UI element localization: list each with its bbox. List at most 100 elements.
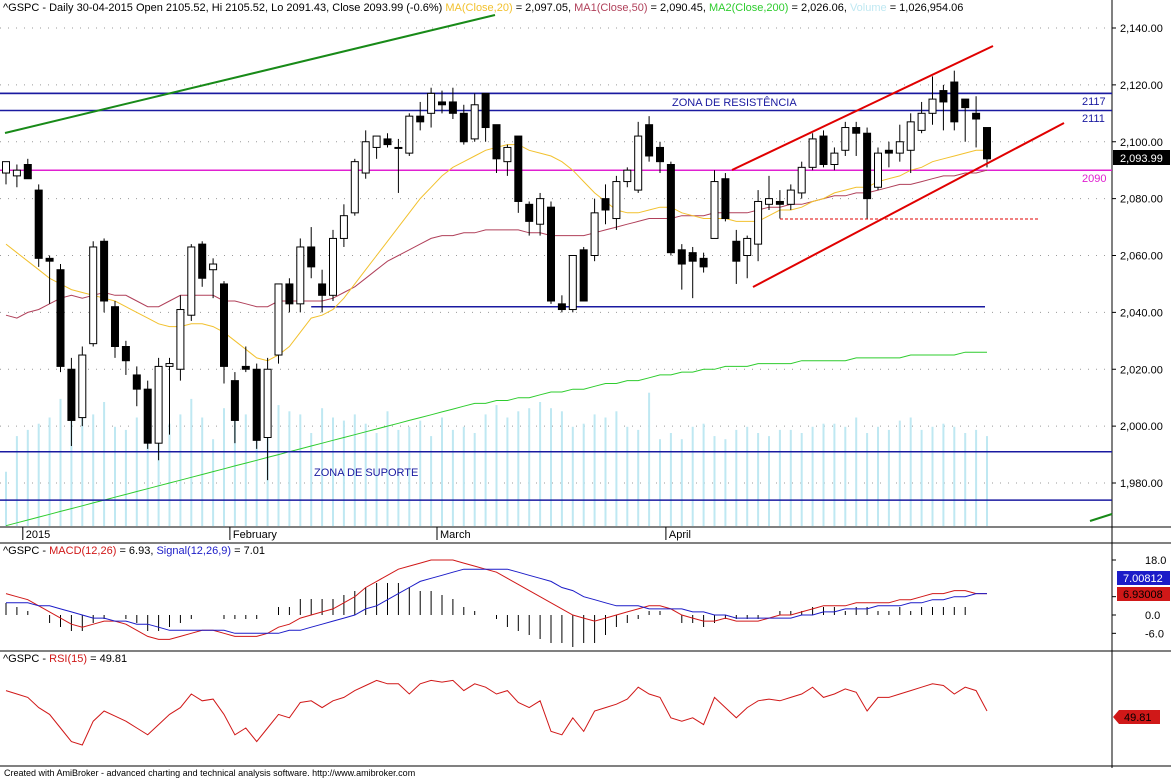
- volume-bar: [877, 426, 879, 526]
- volume-bar: [637, 429, 640, 526]
- candle-body: [405, 115, 414, 154]
- candle-body: [111, 306, 119, 347]
- signal-value-box: [1117, 571, 1170, 585]
- volume-bar: [441, 417, 443, 526]
- candle-body: [917, 112, 926, 131]
- resistance-zone-label: ZONA DE RESISTÊNCIA: [672, 96, 797, 109]
- level-label-2117: 2117: [1082, 96, 1106, 108]
- candle-body: [318, 283, 327, 296]
- volume-bar: [582, 423, 585, 526]
- volume-bar: [866, 433, 869, 526]
- ma200-line: [5, 351, 987, 527]
- candle-body: [132, 374, 141, 390]
- macd-legend-value: = 6.93,: [119, 545, 154, 557]
- candle-body: [176, 309, 185, 370]
- x-tick-label: March: [440, 529, 471, 541]
- volume-bar: [124, 429, 127, 526]
- x-tick-label: February: [233, 529, 278, 541]
- rsi-pane: [5, 679, 988, 746]
- candle-body: [819, 135, 828, 165]
- volume-bar: [375, 433, 378, 526]
- volume-bar: [942, 423, 945, 526]
- volume-bar: [604, 417, 607, 526]
- volume-bar: [659, 439, 661, 526]
- volume-bar: [528, 408, 531, 526]
- rsi-line: [5, 679, 988, 746]
- volume-bar: [517, 411, 520, 526]
- volume-bar: [898, 420, 901, 526]
- candle-body: [329, 237, 337, 296]
- candle-body: [677, 249, 686, 265]
- candle-body: [209, 263, 218, 271]
- candle-body: [775, 200, 784, 205]
- volume-bar: [168, 423, 171, 526]
- volume-bar: [103, 402, 106, 526]
- candle-body: [45, 257, 54, 262]
- volume-bar: [768, 436, 770, 526]
- volume-bar: [364, 423, 367, 526]
- volume-bar: [811, 426, 814, 526]
- volume-bars: [5, 392, 988, 526]
- volume-bar: [419, 420, 422, 526]
- volume-bar: [59, 398, 62, 526]
- horizontal-levels: [0, 92, 1112, 501]
- candle-body: [100, 240, 109, 302]
- volume-bar: [648, 392, 651, 526]
- signal-legend-value: = 7.01: [234, 545, 266, 557]
- x-tick-label: 2015: [26, 529, 50, 541]
- volume-bar: [157, 433, 160, 526]
- volume-value: = 1,026,954.06: [889, 2, 964, 14]
- candle-body: [459, 112, 468, 143]
- volume-bar: [201, 417, 204, 526]
- candle-body: [372, 135, 381, 148]
- candle-body: [492, 124, 501, 160]
- volume-bar: [724, 439, 727, 526]
- volume-bar: [539, 402, 542, 526]
- y-tick-label: 1,980.00: [1120, 478, 1163, 490]
- candle-body: [121, 346, 130, 362]
- volume-bar: [746, 426, 749, 526]
- candle-body: [350, 161, 359, 214]
- candle-body: [634, 135, 643, 191]
- y-tick-label: 2,020.00: [1120, 364, 1163, 376]
- volume-bar: [887, 429, 890, 526]
- candle-body: [89, 246, 98, 345]
- long-trendline-tail: [1089, 513, 1113, 522]
- footer-credit: Created with AmiBroker - advanced charti…: [4, 768, 416, 778]
- candle-body: [514, 135, 523, 202]
- candle-body: [590, 212, 599, 256]
- level-label-2090: 2090: [1082, 173, 1106, 185]
- volume-bar: [92, 414, 95, 526]
- candle-body: [230, 380, 239, 421]
- volume-bar: [48, 417, 51, 526]
- volume-bar: [190, 398, 193, 526]
- ma200-value: = 2,026.06,: [791, 2, 847, 14]
- candle-body: [557, 303, 566, 311]
- volume-bar: [713, 436, 716, 526]
- candle-body: [394, 146, 403, 149]
- x-tick-label: April: [669, 529, 691, 541]
- volume-bar: [135, 417, 138, 526]
- candle-body: [710, 181, 719, 239]
- candle-body: [623, 169, 632, 183]
- trend-drawings: [4, 14, 1113, 522]
- candle-body: [78, 354, 87, 419]
- volume-bar: [244, 414, 247, 526]
- candle-body: [765, 198, 773, 205]
- candle-body: [754, 200, 763, 245]
- candle-body: [198, 243, 207, 279]
- volume-bar: [70, 409, 73, 526]
- macd-value-box: [1117, 587, 1170, 601]
- signal-line: [6, 568, 987, 634]
- volume-bar: [233, 402, 236, 526]
- rsi-legend-value: = 49.81: [90, 653, 128, 665]
- candle-body: [2, 161, 10, 174]
- candle-body: [645, 124, 654, 157]
- volume-bar: [212, 439, 215, 526]
- support-zone-label: ZONA DE SUPORTE: [314, 467, 418, 479]
- volume-bar: [332, 417, 334, 526]
- volume-bar: [920, 429, 923, 526]
- candle-body: [852, 127, 861, 134]
- candle-body: [983, 127, 991, 160]
- candle-body: [361, 141, 370, 174]
